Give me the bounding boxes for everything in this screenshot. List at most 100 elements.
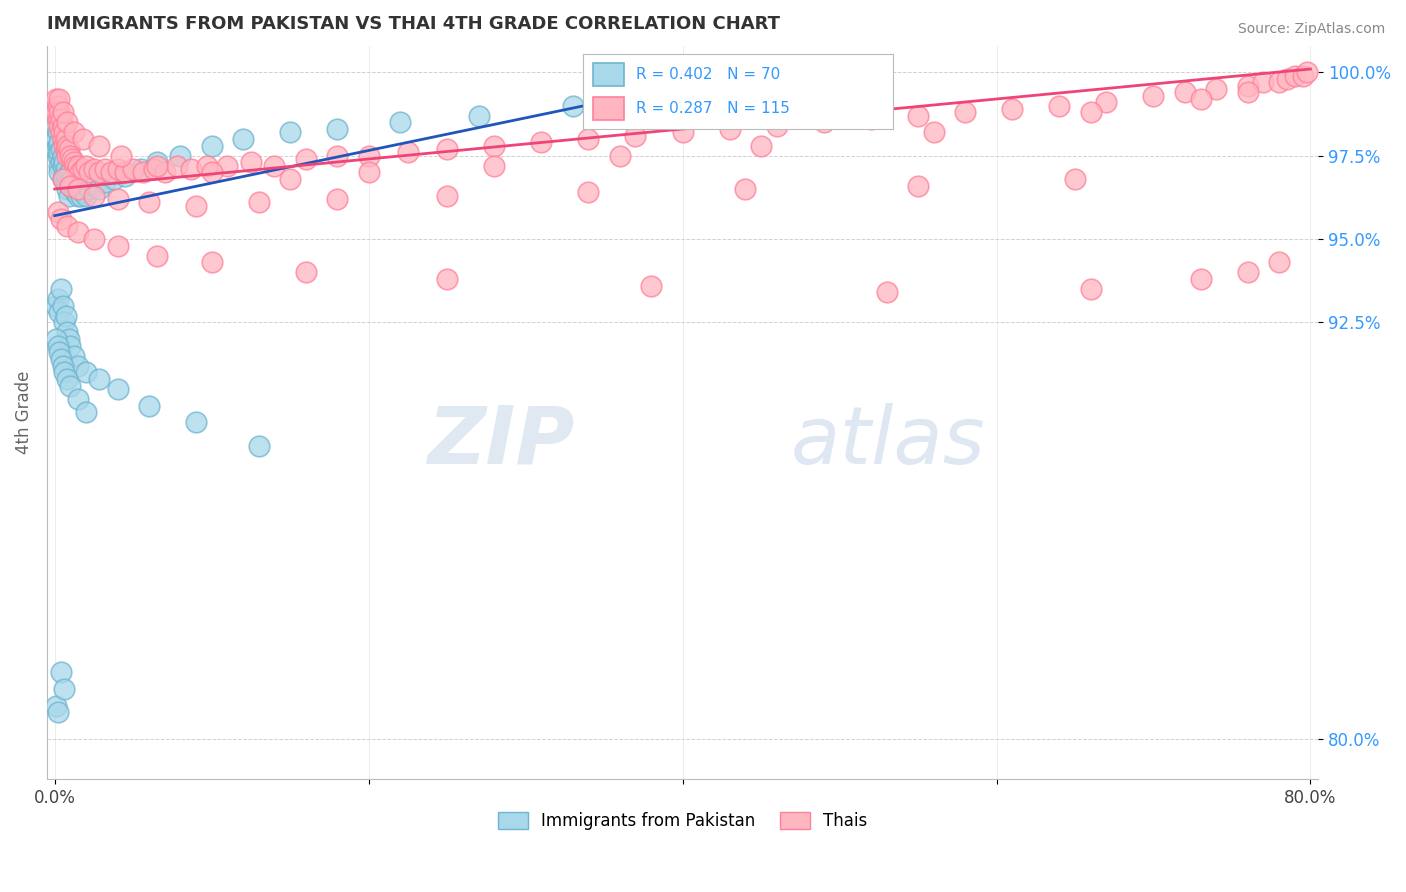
Point (49, 155, 72, 169)
Point (58, 142, 80, 156)
Point (53, 365, 76, 379)
Point (83, 161, 105, 176)
Point (45, 105, 67, 120)
Point (49, 665, 72, 680)
Point (46, 125, 69, 139)
Point (45, 119, 67, 133)
Point (63, 186, 86, 200)
Point (62, 125, 84, 139)
Point (576, 132, 599, 146)
Point (59, 149, 82, 163)
Point (46, 138, 69, 153)
Point (1205, 82, 1227, 96)
Point (87, 165, 110, 179)
Point (53, 155, 76, 169)
Point (49, 112, 72, 126)
Point (326, 122, 349, 136)
Point (59, 165, 82, 179)
Point (110, 149, 132, 163)
Point (278, 172, 301, 186)
Point (114, 169, 136, 183)
Point (389, 115, 412, 129)
Point (640, 278, 662, 293)
Point (46, 112, 69, 126)
Point (153, 165, 176, 179)
Point (145, 159, 167, 173)
Point (67, 182, 90, 196)
Point (48, 92, 70, 106)
Text: R = 0.287   N = 115: R = 0.287 N = 115 (636, 102, 790, 116)
Point (530, 136, 553, 150)
Point (66, 161, 89, 176)
Point (326, 192, 349, 206)
Point (239, 155, 262, 169)
Point (45, 332, 67, 346)
Point (184, 415, 207, 429)
Point (53, 125, 76, 139)
Point (67, 159, 90, 173)
Point (48, 159, 70, 173)
Point (396, 145, 419, 160)
Point (734, 182, 756, 196)
Point (48, 136, 70, 150)
Y-axis label: 4th Grade: 4th Grade (15, 370, 32, 454)
Point (75, 405, 97, 419)
Point (52, 172, 75, 186)
Point (48, 105, 70, 120)
Point (907, 178, 929, 193)
Point (56, 169, 79, 183)
Point (70, 188, 93, 202)
Point (87, 182, 110, 196)
Point (1296, 65, 1319, 79)
Point (48, 345, 70, 359)
Point (48, 119, 70, 133)
Point (1174, 86, 1197, 100)
Point (77, 165, 100, 179)
Point (49, 142, 72, 156)
Point (59, 378, 82, 392)
Point (75, 188, 97, 202)
Point (60, 172, 83, 186)
Point (52, 172, 75, 186)
Point (145, 155, 167, 169)
Point (201, 255, 224, 269)
Point (46, 149, 69, 163)
Point (278, 125, 301, 139)
Point (1236, 78, 1258, 93)
Point (1236, 265, 1258, 279)
Point (67, 225, 90, 239)
Point (62, 155, 84, 169)
Point (1268, 75, 1291, 89)
Point (1095, 95, 1118, 110)
Point (45, 142, 67, 156)
Point (357, 165, 380, 179)
Point (59, 178, 82, 193)
Point (561, 98, 583, 112)
Point (55, 142, 77, 156)
Point (52, 359, 75, 373)
Text: IMMIGRANTS FROM PAKISTAN VS THAI 4TH GRADE CORRELATION CHART: IMMIGRANTS FROM PAKISTAN VS THAI 4TH GRA… (46, 15, 780, 33)
Point (671, 125, 693, 139)
Point (138, 195, 160, 210)
Point (247, 195, 270, 210)
Point (169, 149, 191, 163)
Text: R = 0.402   N = 70: R = 0.402 N = 70 (636, 67, 780, 82)
Point (467, 109, 489, 123)
Point (640, 92, 662, 106)
Point (907, 109, 929, 123)
Point (100, 165, 122, 179)
Point (56, 219, 79, 233)
Point (436, 272, 458, 286)
Point (69, 165, 91, 179)
FancyBboxPatch shape (593, 97, 624, 120)
Point (45, 92, 67, 106)
Point (138, 399, 160, 413)
Point (72, 161, 94, 176)
Point (765, 119, 787, 133)
Point (1189, 272, 1212, 286)
Point (58, 188, 80, 202)
Point (107, 192, 129, 206)
Point (114, 165, 136, 179)
Point (48, 305, 70, 319)
Point (53, 169, 76, 183)
